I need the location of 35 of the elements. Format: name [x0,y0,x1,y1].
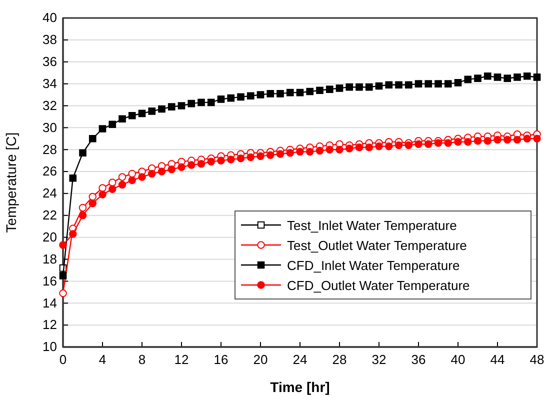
x-tick-label: 40 [450,352,466,368]
y-tick-label: 28 [42,142,57,157]
y-tick-label: 30 [42,120,57,135]
y-axis-title: Temperature [C] [3,132,19,233]
y-tick-label: 40 [42,10,57,26]
x-tick-label: 24 [292,352,308,368]
y-tick-label: 14 [42,295,57,310]
legend-label: CFD_Outlet Water Temperature [287,278,470,293]
y-tick-label: 16 [42,273,57,288]
x-tick-label: 20 [253,352,268,368]
y-tick-label: 10 [42,339,57,354]
legend-label: CFD_Inlet Water Temperature [287,258,460,273]
legend-label: Test_Inlet Water Temperature [287,218,457,233]
y-tick-label: 24 [42,186,57,201]
y-tick-label: 36 [42,54,57,70]
y-tick-label: 38 [42,32,57,48]
x-tick-label: 12 [174,352,189,368]
x-tick-label: 4 [98,352,106,368]
y-tick-label: 26 [42,164,57,179]
y-tick-label: 32 [42,98,57,113]
y-tick-label: 18 [42,251,57,266]
x-tick-label: 48 [530,352,544,368]
y-tick-label: 34 [42,76,57,91]
x-tick-label: 32 [372,352,386,368]
x-tick-label: 0 [59,352,67,368]
x-tick-label: 36 [411,352,426,368]
x-tick-label: 28 [332,352,347,368]
legend-label: Test_Outlet Water Temperature [287,238,467,253]
x-tick-label: 44 [490,352,505,368]
y-tick-label: 22 [42,208,57,223]
x-axis-title: Time [hr] [270,379,330,395]
x-tick-label: 8 [138,352,146,368]
y-tick-label: 20 [42,229,57,244]
y-tick-label: 12 [42,317,57,332]
x-tick-label: 16 [214,352,228,368]
